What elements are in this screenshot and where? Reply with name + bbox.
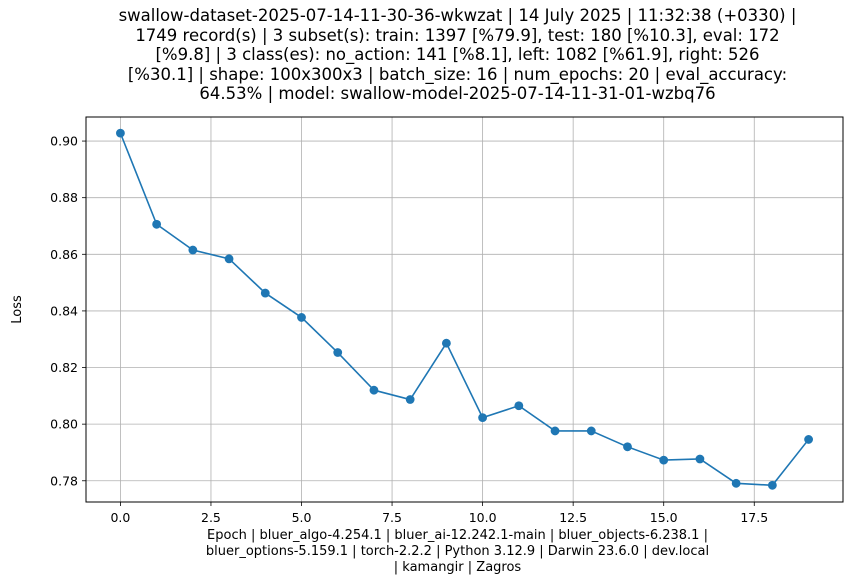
y-tick-label: 0.80 (50, 417, 78, 432)
data-point (659, 455, 669, 465)
x-axis-label-line: | kamangir | Zagros (393, 560, 522, 575)
axis-ticks: 0.0 2.5 5.0 7.5 10.0 12.5 15.0 17.5 0.78 0.80 0.82… (50, 134, 768, 525)
data-point (478, 413, 488, 423)
data-point (260, 288, 270, 298)
x-tick-label: 7.5 (382, 510, 402, 525)
grid (86, 117, 843, 502)
data-point (333, 348, 343, 357)
chart-title: swallow-dataset-2025-07-14-11-30-36-wkwz… (60, 6, 855, 104)
x-tick-label: 2.5 (201, 510, 221, 525)
data-point (731, 478, 741, 488)
data-point (188, 245, 198, 255)
y-tick-label: 0.88 (50, 190, 78, 205)
x-tick-label: 10.0 (469, 510, 497, 525)
data-point (441, 338, 451, 348)
plot-area-frame (85, 116, 844, 503)
data-point (116, 128, 125, 138)
data-point (767, 480, 777, 490)
data-point (152, 219, 162, 229)
x-axis-label-line: bluer_options-5.159.1 | torch-2.2.2 | Py… (205, 544, 710, 559)
y-axis-label: Loss (10, 295, 25, 324)
x-tick-label: 15.0 (650, 510, 678, 525)
data-point (695, 454, 705, 464)
x-axis-label-line: Epoch | bluer_algo-4.254.1 | bluer_ai-12… (207, 528, 708, 543)
data-point (586, 426, 596, 436)
y-tick-label: 0.86 (50, 247, 78, 262)
data-point (550, 426, 560, 436)
y-tick-label: 0.78 (50, 473, 78, 488)
data-point (405, 395, 415, 404)
data-point (514, 401, 524, 411)
chart-title-line: swallow-dataset-2025-07-14-11-30-36-wkwz… (118, 6, 797, 25)
data-point (224, 254, 234, 264)
series-loss (116, 128, 813, 490)
chart-title-line: 64.53% | model: swallow-model-2025-07-14… (199, 84, 716, 104)
x-tick-label: 0.0 (110, 510, 130, 525)
x-tick-label: 17.5 (740, 510, 768, 525)
y-tick-label: 0.84 (50, 303, 78, 318)
x-tick-label: 5.0 (292, 510, 312, 525)
x-axis-label: Epoch | bluer_algo-4.254.1 | bluer_ai-12… (60, 528, 855, 576)
x-tick-label: 12.5 (559, 510, 587, 525)
chart-title-line: [%9.8] | 3 class(es): no_action: 141 [%8… (155, 45, 760, 65)
chart-title-line: [%30.1] | shape: 100x300x3 | batch_size:… (127, 64, 788, 84)
series-line (119, 132, 810, 487)
y-tick-label: 0.82 (50, 360, 78, 375)
data-point (369, 385, 379, 395)
chart-title-line: 1749 record(s) | 3 subset(s): train: 139… (135, 25, 780, 45)
data-point (623, 442, 632, 452)
data-point (297, 313, 306, 322)
y-tick-label: 0.90 (50, 134, 78, 149)
data-point (804, 435, 813, 444)
